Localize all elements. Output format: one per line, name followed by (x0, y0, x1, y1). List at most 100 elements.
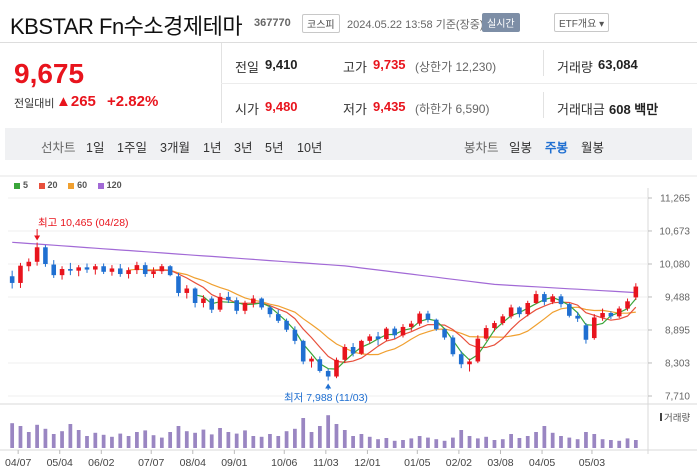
x-tick-label: 02/02 (446, 457, 472, 469)
change-percent: +2.82% (107, 93, 159, 110)
candle (117, 264, 123, 277)
x-tick-label: 10/06 (271, 457, 297, 469)
volume-bar (500, 439, 505, 448)
high-arrow-head (34, 235, 41, 241)
volume-bar (384, 438, 389, 448)
etf-overview-dropdown[interactable]: ETF개요 ▾ (554, 13, 610, 32)
candle (51, 260, 57, 278)
candle (350, 343, 356, 357)
legend-ma120[interactable]: 120 (97, 180, 122, 190)
candle (201, 295, 206, 308)
period-5y[interactable]: 5년 (265, 141, 284, 155)
period-1y[interactable]: 1년 (203, 141, 222, 155)
period-1d[interactable]: 1일 (86, 141, 105, 155)
volume-legend-mark (660, 413, 662, 421)
volume-bar (76, 430, 81, 448)
period-toolbar (5, 128, 692, 160)
candle (492, 320, 497, 332)
candle-body (51, 264, 57, 276)
candle-body (591, 317, 597, 339)
volume-bar (26, 432, 31, 448)
candle-body (26, 261, 32, 267)
candle-body (209, 298, 215, 310)
candle (542, 291, 547, 306)
candle (126, 267, 131, 279)
candle (134, 261, 140, 275)
low-annotation: 최저 7,988 (11/03) (284, 392, 368, 404)
y-tick-label: 10,080 (659, 260, 690, 271)
candle-weekly[interactable]: 주봉 (545, 141, 569, 155)
period-3m[interactable]: 3개월 (160, 141, 190, 155)
ma60-line (128, 268, 636, 356)
candle-body (450, 337, 456, 355)
volume-bar (633, 440, 638, 448)
period-10y[interactable]: 10년 (297, 141, 323, 155)
candle-body (583, 325, 589, 340)
volume-bar (609, 440, 613, 448)
volume-bar (268, 434, 272, 448)
volume-bar (617, 440, 622, 448)
candle-daily[interactable]: 일봉 (509, 141, 533, 155)
candle (251, 295, 256, 308)
candle (425, 310, 431, 323)
volume-bar (409, 438, 414, 448)
volume-bar (584, 432, 588, 448)
x-tick-label: 07/07 (138, 457, 164, 469)
candle-monthly[interactable]: 월봉 (581, 141, 605, 155)
volume-bar (68, 424, 73, 448)
candle (334, 357, 339, 379)
candle (151, 267, 156, 278)
legend-ma20[interactable]: 20 (38, 180, 58, 190)
candle (467, 358, 472, 372)
candle (217, 292, 223, 312)
volume-bar (326, 415, 331, 448)
lower-limit: (하한가 6,590) (415, 102, 490, 116)
ma120-line (12, 241, 636, 294)
candle (342, 344, 348, 364)
candle-body (9, 276, 15, 283)
candle (242, 300, 248, 315)
legend-ma5[interactable]: 5 (14, 180, 28, 190)
candle-body (334, 359, 339, 377)
volume-bar (60, 431, 64, 448)
volume-bar (600, 439, 605, 448)
candle-body (59, 269, 65, 276)
realtime-button[interactable]: 실시간 (482, 13, 520, 32)
volume-bar (317, 426, 322, 448)
volume-bar (359, 434, 364, 448)
candle-body (533, 294, 539, 303)
low-arrow-head (325, 383, 332, 389)
y-tick-label: 8,303 (665, 358, 690, 369)
period-3y[interactable]: 3년 (234, 141, 253, 155)
prev-close-label: 전일 (235, 60, 259, 75)
candle (359, 339, 364, 355)
candle (384, 326, 389, 341)
candle-body (483, 328, 489, 339)
high-annotation: 최고 10,465 (04/28) (38, 217, 129, 229)
y-tick-label: 10,673 (659, 226, 690, 237)
candle (417, 311, 422, 326)
legend-ma60[interactable]: 60 (68, 180, 87, 190)
volume-bar (459, 430, 464, 448)
volume-bar (426, 437, 430, 448)
x-tick-label: 04/05 (529, 457, 555, 469)
candle (142, 262, 148, 277)
volume-bar (309, 432, 314, 448)
candle (209, 296, 215, 314)
volume-bar (401, 440, 405, 448)
x-tick-label: 03/08 (487, 457, 513, 469)
prev-close-value: 9,410 (265, 57, 298, 72)
volume-bar (110, 436, 114, 448)
candle (84, 263, 90, 273)
period-1w[interactable]: 1주일 (117, 141, 147, 155)
volume-bar (592, 434, 597, 448)
y-tick-label: 9,488 (665, 292, 690, 303)
volume-bar (10, 423, 15, 448)
candle-body (259, 298, 264, 308)
candle-body (625, 301, 630, 309)
candle-body (542, 294, 547, 302)
volume-bar (392, 440, 397, 448)
candle-body (558, 296, 564, 305)
candle (483, 325, 489, 341)
